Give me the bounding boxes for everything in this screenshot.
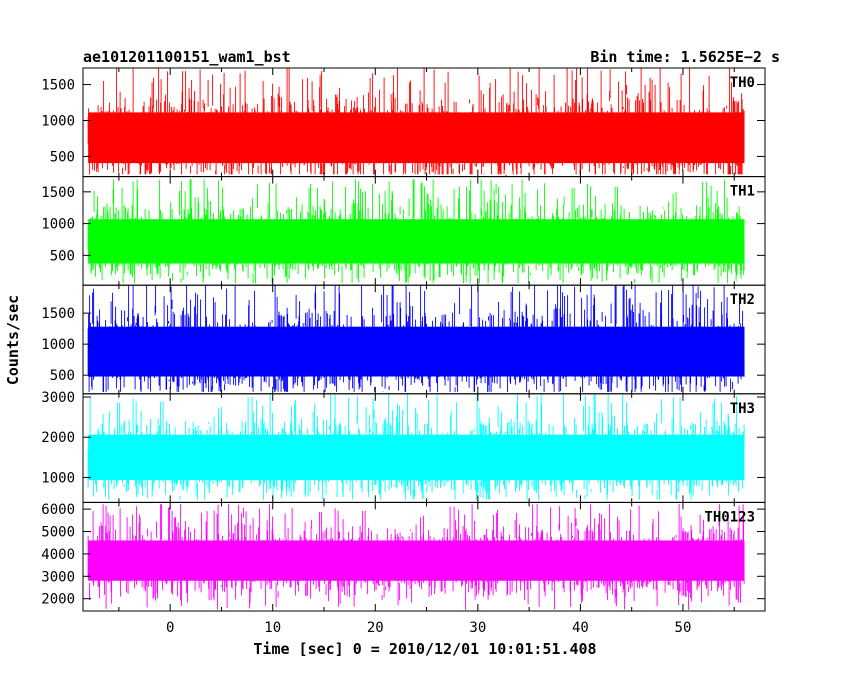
panel-th1: 500 1000 1500 TH1	[41, 176, 766, 286]
y-tick-label: 1500	[41, 306, 75, 322]
y-tick-label: 1500	[41, 78, 75, 94]
x-tick-label: 20	[367, 620, 384, 636]
y-tick-label: 6000	[41, 502, 75, 518]
series-core-th3	[88, 434, 745, 480]
series-core-th0	[88, 112, 745, 164]
panel-label-th0123: TH0123	[704, 509, 755, 525]
panel-th2: 500 1000 1500 TH2	[41, 284, 766, 395]
y-tick-label: 4000	[41, 547, 75, 563]
panel-label-th0: TH0	[730, 75, 755, 91]
x-tick-label: 30	[469, 620, 486, 636]
y-axis-title: Counts/sec	[4, 295, 22, 385]
y-tick-label: 2000	[41, 430, 75, 446]
series-core-th2	[88, 326, 745, 377]
x-tick-label: 10	[264, 620, 281, 636]
panel-th0: 500 1000 1500 TH0	[41, 67, 766, 178]
x-tick-label: 40	[572, 620, 589, 636]
panel-th3: 1000 2000 3000 TH3	[41, 390, 766, 503]
y-tick-label: 1500	[41, 185, 75, 201]
y-tick-label: 500	[50, 248, 75, 264]
x-tick-label: 0	[166, 620, 174, 636]
y-tick-label: 3000	[41, 569, 75, 585]
y-tick-label: 1000	[41, 114, 75, 130]
panel-label-th1: TH1	[730, 184, 755, 200]
y-tick-label: 500	[50, 368, 75, 384]
panel-th0123: 2000 3000 4000 5000 6000 TH0123	[41, 501, 766, 612]
y-tick-label: 500	[50, 149, 75, 165]
y-tick-label: 1000	[41, 217, 75, 233]
chart-title: ae101201100151_wam1_bst	[83, 48, 291, 66]
y-tick-label: 5000	[41, 525, 75, 541]
panel-label-th3: TH3	[730, 401, 755, 417]
series-core-th0123	[88, 540, 745, 581]
series-core-th1	[88, 219, 745, 264]
y-tick-label: 2000	[41, 592, 75, 608]
x-tick-label: 50	[675, 620, 692, 636]
y-tick-label: 1000	[41, 470, 75, 486]
bin-time-label: Bin time: 1.5625E−2 s	[590, 48, 780, 66]
y-tick-label: 3000	[41, 390, 75, 406]
x-axis-title: Time [sec] 0 = 2010/12/01 10:01:51.408	[253, 640, 596, 658]
panel-label-th2: TH2	[730, 292, 755, 308]
y-tick-label: 1000	[41, 337, 75, 353]
panel-frame-th0123	[82, 501, 766, 612]
